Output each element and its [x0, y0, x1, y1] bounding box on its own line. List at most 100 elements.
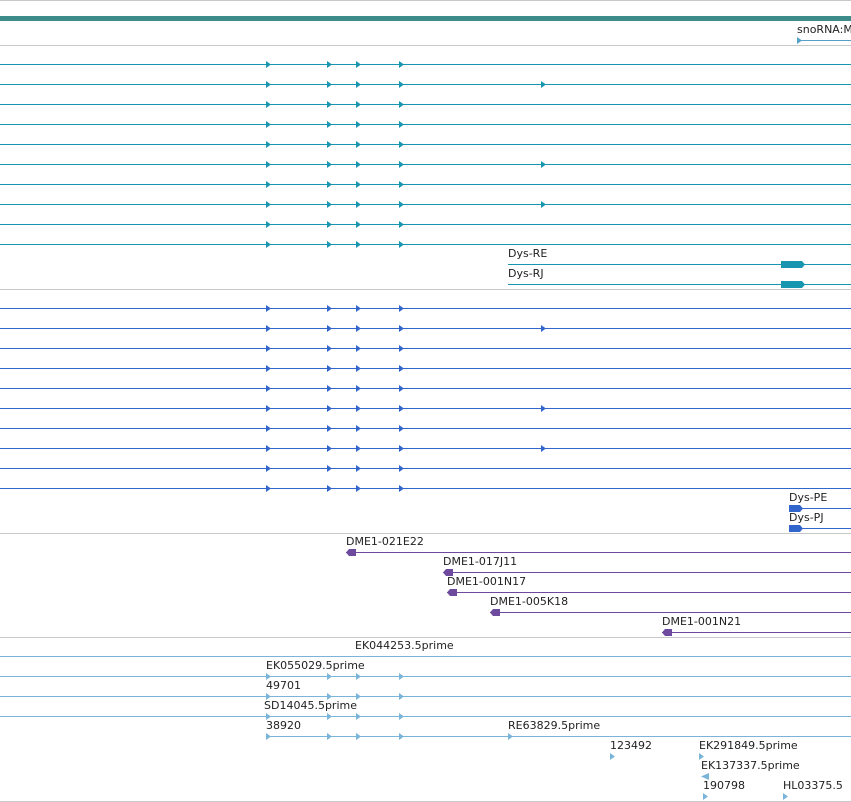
- strand-arrow-icon: [399, 181, 404, 188]
- strand-arrow-icon: [266, 141, 271, 148]
- ncrna-feature[interactable]: snoRNA:M: [797, 23, 851, 44]
- strand-arrow-icon: [699, 753, 704, 760]
- transcript-feature[interactable]: Dys-RJ: [508, 267, 851, 288]
- feature-block: [447, 589, 457, 596]
- strand-arrow-icon: [399, 221, 404, 228]
- strand-arrow-icon: [327, 181, 332, 188]
- est-feature[interactable]: 190798: [703, 779, 745, 800]
- strand-arrow-icon: [399, 713, 404, 720]
- transcript-feature[interactable]: [0, 81, 851, 88]
- strand-arrow-icon: [266, 733, 271, 740]
- est-label: HL03375.5: [783, 779, 843, 792]
- strand-arrow-icon: [399, 365, 404, 372]
- transcript-feature[interactable]: [0, 181, 851, 188]
- est-label: EK055029.5prime: [266, 659, 365, 672]
- strand-arrow-icon: [356, 713, 361, 720]
- strand-arrow-icon: [356, 425, 361, 432]
- strand-arrow-icon: [399, 405, 404, 412]
- protein-feature[interactable]: [0, 365, 851, 372]
- est-feature[interactable]: EK291849.5prime: [699, 739, 798, 760]
- est-feature[interactable]: HL03375.5: [783, 779, 843, 800]
- transcript-feature[interactable]: [0, 221, 851, 228]
- strand-arrow-icon: [266, 385, 271, 392]
- protein-feature[interactable]: [0, 485, 851, 492]
- est-feature[interactable]: [356, 733, 851, 740]
- strand-arrow-icon: [356, 345, 361, 352]
- transcript-feature[interactable]: [0, 161, 851, 168]
- transcript-feature[interactable]: Dys-RE: [508, 247, 851, 268]
- est-label: 38920: [266, 719, 301, 732]
- strand-arrow-icon: [327, 325, 332, 332]
- strand-arrow-icon: [327, 141, 332, 148]
- strand-arrow-icon: [356, 101, 361, 108]
- strand-arrow-icon: [327, 365, 332, 372]
- strand-arrow-icon: [399, 485, 404, 492]
- strand-arrow-icon: [327, 345, 332, 352]
- est-feature[interactable]: 123492: [610, 739, 652, 760]
- bac-feature[interactable]: DME1-017J11: [443, 555, 851, 576]
- transcript-feature[interactable]: [0, 141, 851, 148]
- transcript-feature[interactable]: [0, 121, 851, 128]
- protein-feature[interactable]: [0, 445, 851, 452]
- strand-arrow-icon: [327, 485, 332, 492]
- protein-feature[interactable]: [0, 325, 851, 332]
- est-feature[interactable]: EK137337.5prime: [701, 759, 800, 780]
- est-feature[interactable]: EK044253.5prime: [0, 639, 851, 657]
- protein-feature[interactable]: Dys-PJ: [789, 511, 851, 532]
- strand-arrow-icon: [703, 793, 708, 800]
- bac-feature[interactable]: DME1-001N21: [662, 615, 851, 636]
- strand-arrow-icon: [356, 221, 361, 228]
- strand-arrow-icon: [356, 405, 361, 412]
- strand-arrow-icon: [356, 673, 361, 680]
- est-label: EK137337.5prime: [701, 759, 800, 772]
- protein-feature[interactable]: [0, 405, 851, 412]
- strand-arrow-icon: [541, 161, 546, 168]
- transcript-feature[interactable]: [0, 61, 851, 68]
- est-feature[interactable]: EK055029.5prime: [0, 659, 851, 680]
- protein-feature[interactable]: Dys-PE: [789, 491, 851, 512]
- protein-feature[interactable]: [0, 305, 851, 312]
- protein-feature[interactable]: [0, 385, 851, 392]
- top-teal-bar: [0, 16, 851, 21]
- est-feature[interactable]: 49701: [0, 679, 851, 700]
- strand-arrow-icon: [356, 445, 361, 452]
- feature-block: [443, 569, 453, 576]
- strand-arrow-icon: [610, 753, 615, 760]
- bac-label: DME1-005K18: [490, 595, 568, 608]
- feature-block: [781, 261, 805, 268]
- bac-track: DME1-021E22 DME1-017J11 DME1-001N17 DME1-00…: [346, 535, 851, 636]
- strand-arrow-icon: [399, 61, 404, 68]
- transcript-feature[interactable]: [0, 241, 851, 248]
- strand-arrow-icon: [399, 385, 404, 392]
- strand-arrow-icon: [399, 201, 404, 208]
- est-label: SD14045.5prime: [264, 699, 357, 712]
- strand-arrow-icon: [266, 101, 271, 108]
- strand-arrow-icon: [266, 693, 271, 700]
- strand-arrow-icon: [399, 101, 404, 108]
- strand-arrow-icon: [327, 445, 332, 452]
- strand-arrow-icon: [327, 733, 332, 740]
- bac-label: DME1-017J11: [443, 555, 517, 568]
- strand-arrow-icon: [399, 445, 404, 452]
- strand-arrow-icon: [356, 693, 361, 700]
- strand-arrow-icon: [266, 121, 271, 128]
- transcript-feature[interactable]: [0, 201, 851, 208]
- bac-feature[interactable]: DME1-005K18: [490, 595, 851, 616]
- transcript-feature[interactable]: [0, 101, 851, 108]
- protein-feature[interactable]: [0, 425, 851, 432]
- protein-track: Dys-PE Dys-PJ: [0, 305, 851, 532]
- est-feature[interactable]: 38920: [266, 719, 361, 740]
- protein-feature[interactable]: [0, 345, 851, 352]
- strand-arrow-icon: [266, 181, 271, 188]
- strand-arrow-icon: [399, 673, 404, 680]
- protein-feature[interactable]: [0, 465, 851, 472]
- feature-block: [346, 549, 356, 556]
- strand-arrow-icon: [327, 241, 332, 248]
- bac-feature[interactable]: DME1-001N17: [447, 575, 851, 596]
- est-feature[interactable]: SD14045.5prime: [0, 699, 851, 720]
- strand-arrow-icon: [356, 181, 361, 188]
- strand-arrow-icon: [266, 161, 271, 168]
- bac-feature[interactable]: DME1-021E22: [346, 535, 851, 556]
- strand-arrow-icon: [356, 241, 361, 248]
